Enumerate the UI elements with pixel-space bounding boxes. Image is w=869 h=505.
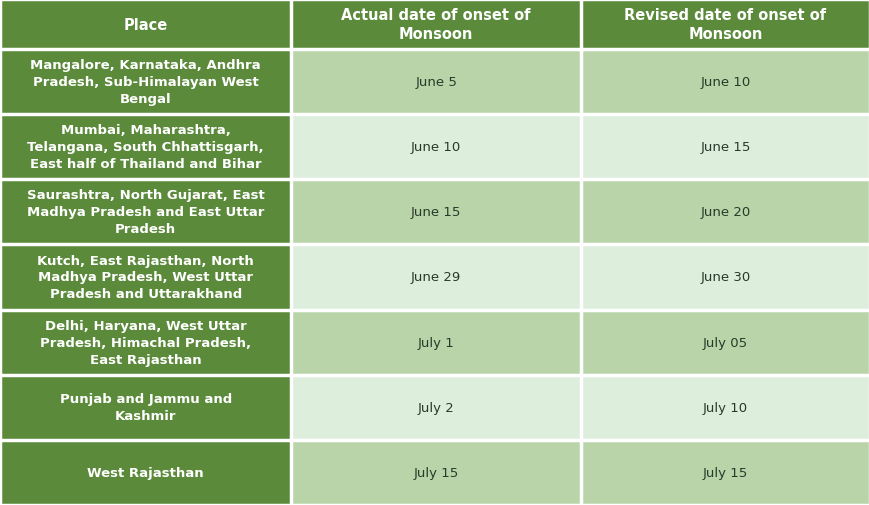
Text: Punjab and Jammu and
Kashmir: Punjab and Jammu and Kashmir (60, 392, 231, 423)
Text: June 20: June 20 (700, 206, 750, 219)
Bar (0, 115, 291, 180)
Bar (291, 180, 580, 245)
Text: Mumbai, Maharashtra,
Telangana, South Chhattisgarh,
East half of Thailand and Bi: Mumbai, Maharashtra, Telangana, South Ch… (28, 124, 263, 171)
Text: June 15: June 15 (410, 206, 461, 219)
Bar (0, 440, 291, 505)
Text: June 10: June 10 (410, 141, 461, 154)
Text: June 5: June 5 (415, 76, 456, 89)
Text: June 15: June 15 (700, 141, 750, 154)
Bar (580, 115, 869, 180)
Bar (291, 375, 580, 440)
Bar (580, 440, 869, 505)
Bar (580, 375, 869, 440)
Text: July 10: July 10 (702, 401, 747, 414)
Text: West Rajasthan: West Rajasthan (87, 466, 204, 479)
Text: Actual date of onset of
Monsoon: Actual date of onset of Monsoon (341, 8, 530, 42)
Bar (291, 115, 580, 180)
Bar (291, 440, 580, 505)
Bar (0, 180, 291, 245)
Text: Saurashtra, North Gujarat, East
Madhya Pradesh and East Uttar
Pradesh: Saurashtra, North Gujarat, East Madhya P… (27, 189, 264, 236)
Bar (580, 180, 869, 245)
Bar (0, 245, 291, 310)
Bar (580, 50, 869, 115)
Bar (0, 50, 291, 115)
Bar (291, 245, 580, 310)
Text: June 10: June 10 (700, 76, 750, 89)
Bar (0, 0, 869, 50)
Text: July 1: July 1 (417, 336, 454, 349)
Bar (291, 50, 580, 115)
Bar (580, 310, 869, 375)
Text: July 05: July 05 (702, 336, 747, 349)
Bar (0, 375, 291, 440)
Text: June 29: June 29 (410, 271, 461, 284)
Text: Delhi, Haryana, West Uttar
Pradesh, Himachal Pradesh,
East Rajasthan: Delhi, Haryana, West Uttar Pradesh, Hima… (40, 319, 251, 366)
Text: July 2: July 2 (417, 401, 454, 414)
Text: Kutch, East Rajasthan, North
Madhya Pradesh, West Uttar
Pradesh and Uttarakhand: Kutch, East Rajasthan, North Madhya Prad… (37, 254, 254, 301)
Text: Place: Place (123, 18, 168, 32)
Text: June 30: June 30 (700, 271, 750, 284)
Bar (580, 245, 869, 310)
Bar (0, 310, 291, 375)
Text: Mangalore, Karnataka, Andhra
Pradesh, Sub-Himalayan West
Bengal: Mangalore, Karnataka, Andhra Pradesh, Su… (30, 59, 261, 106)
Text: Revised date of onset of
Monsoon: Revised date of onset of Monsoon (624, 8, 826, 42)
Text: July 15: July 15 (413, 466, 458, 479)
Text: July 15: July 15 (702, 466, 747, 479)
Bar (291, 310, 580, 375)
